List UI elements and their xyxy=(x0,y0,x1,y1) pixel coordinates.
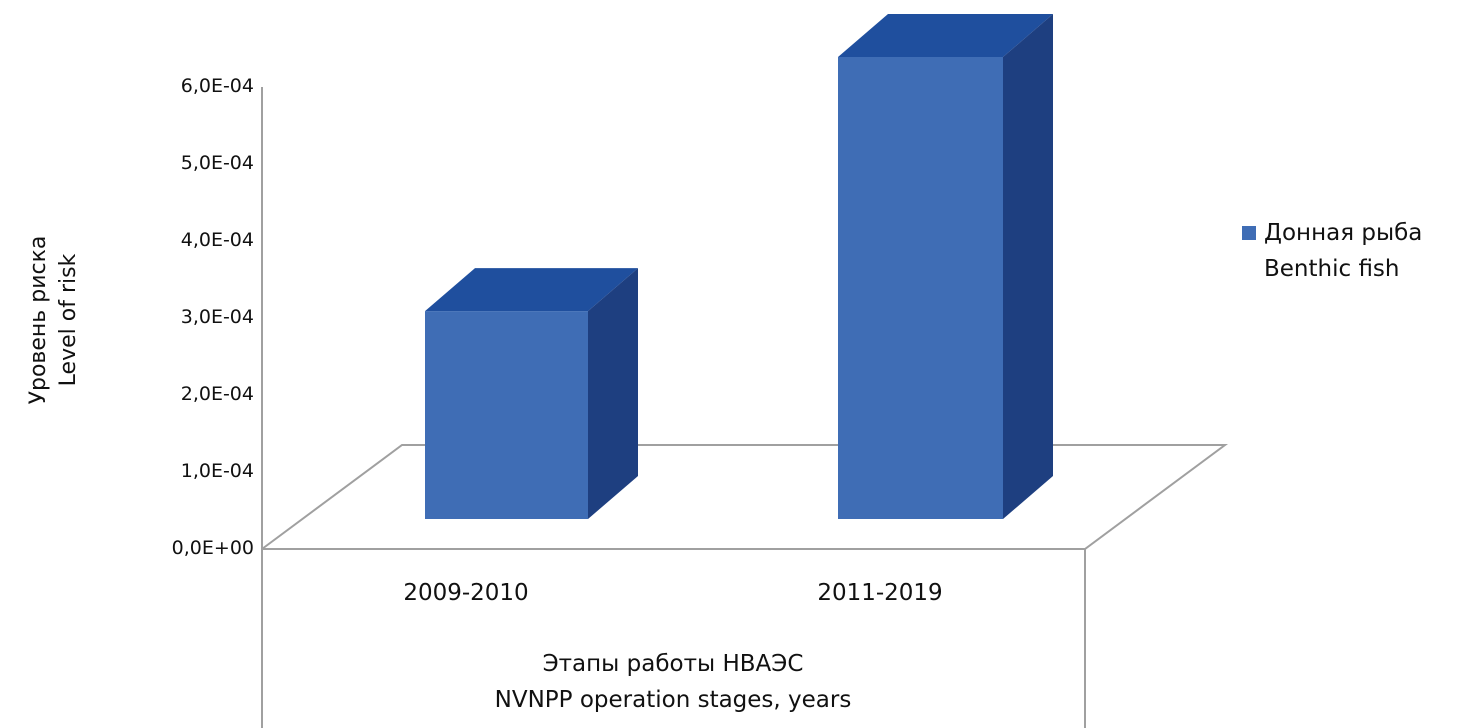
y-tick-label: 1,0E-04 xyxy=(180,460,254,482)
bar-top-face xyxy=(838,14,1053,57)
y-axis-label-line: Уровень риска xyxy=(26,235,51,405)
y-axis-label-line: Level of risk xyxy=(56,253,81,387)
x-axis-label-line: Этапы работы НВАЭС xyxy=(542,651,804,677)
bar xyxy=(425,311,588,519)
y-tick-label: 6,0E-04 xyxy=(180,75,254,97)
legend-swatch xyxy=(1242,226,1256,240)
floor-outline xyxy=(261,444,1229,550)
bar-top-face xyxy=(425,268,638,312)
legend: Донная рыба Benthic fish xyxy=(1242,215,1422,287)
bar xyxy=(838,57,1003,519)
legend-label: Донная рыба xyxy=(1264,220,1423,246)
category-label: 2009-2010 xyxy=(403,580,529,606)
y-tick-label: 4,0E-04 xyxy=(180,229,254,251)
bar-side-face xyxy=(1003,14,1053,519)
bar-side-face xyxy=(588,268,638,519)
x-axis-label: Этапы работы НВАЭС NVNPP operation stage… xyxy=(373,646,973,718)
y-tick-label: 3,0E-04 xyxy=(180,306,254,328)
y-tick-label: 2,0E-04 xyxy=(180,383,254,405)
y-axis-label: Уровень риска Level of risk xyxy=(24,170,84,470)
x-axis-label-line: NVNPP operation stages, years xyxy=(494,687,852,713)
y-tick-label: 5,0E-04 xyxy=(180,152,254,174)
y-tick-label: 0,0E+00 xyxy=(171,537,254,559)
legend-label: Benthic fish xyxy=(1264,256,1400,282)
category-label: 2011-2019 xyxy=(817,580,943,606)
